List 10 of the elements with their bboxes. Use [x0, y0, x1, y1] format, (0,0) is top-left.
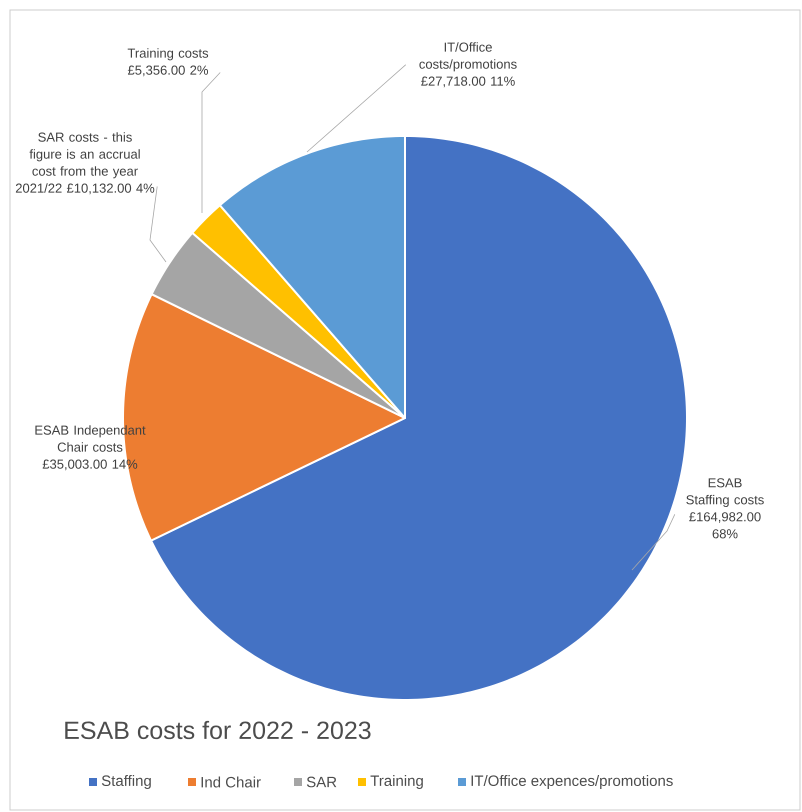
text: ESAB costs for 2022 - 2023 — [65, 720, 371, 740]
legend-label: Ind Chair — [202, 776, 261, 788]
legend-label: SAR — [306, 776, 336, 788]
legend-label: IT/Office expences/promotions — [472, 775, 673, 789]
data-label: IT/Office costs/promotions £27,718.00 11% — [419, 42, 517, 88]
data-label: Training costs £5,356.00 2% — [128, 48, 208, 76]
data-label: SAR costs - this figure is an accrual cost from the year 2021/22 £10,132.00 4% — [16, 132, 154, 194]
legend-label: Staffing — [102, 775, 151, 789]
legend-label: Training — [370, 775, 423, 789]
data-label: ESAB Staffing costs £164,982.00 68% — [686, 478, 764, 538]
